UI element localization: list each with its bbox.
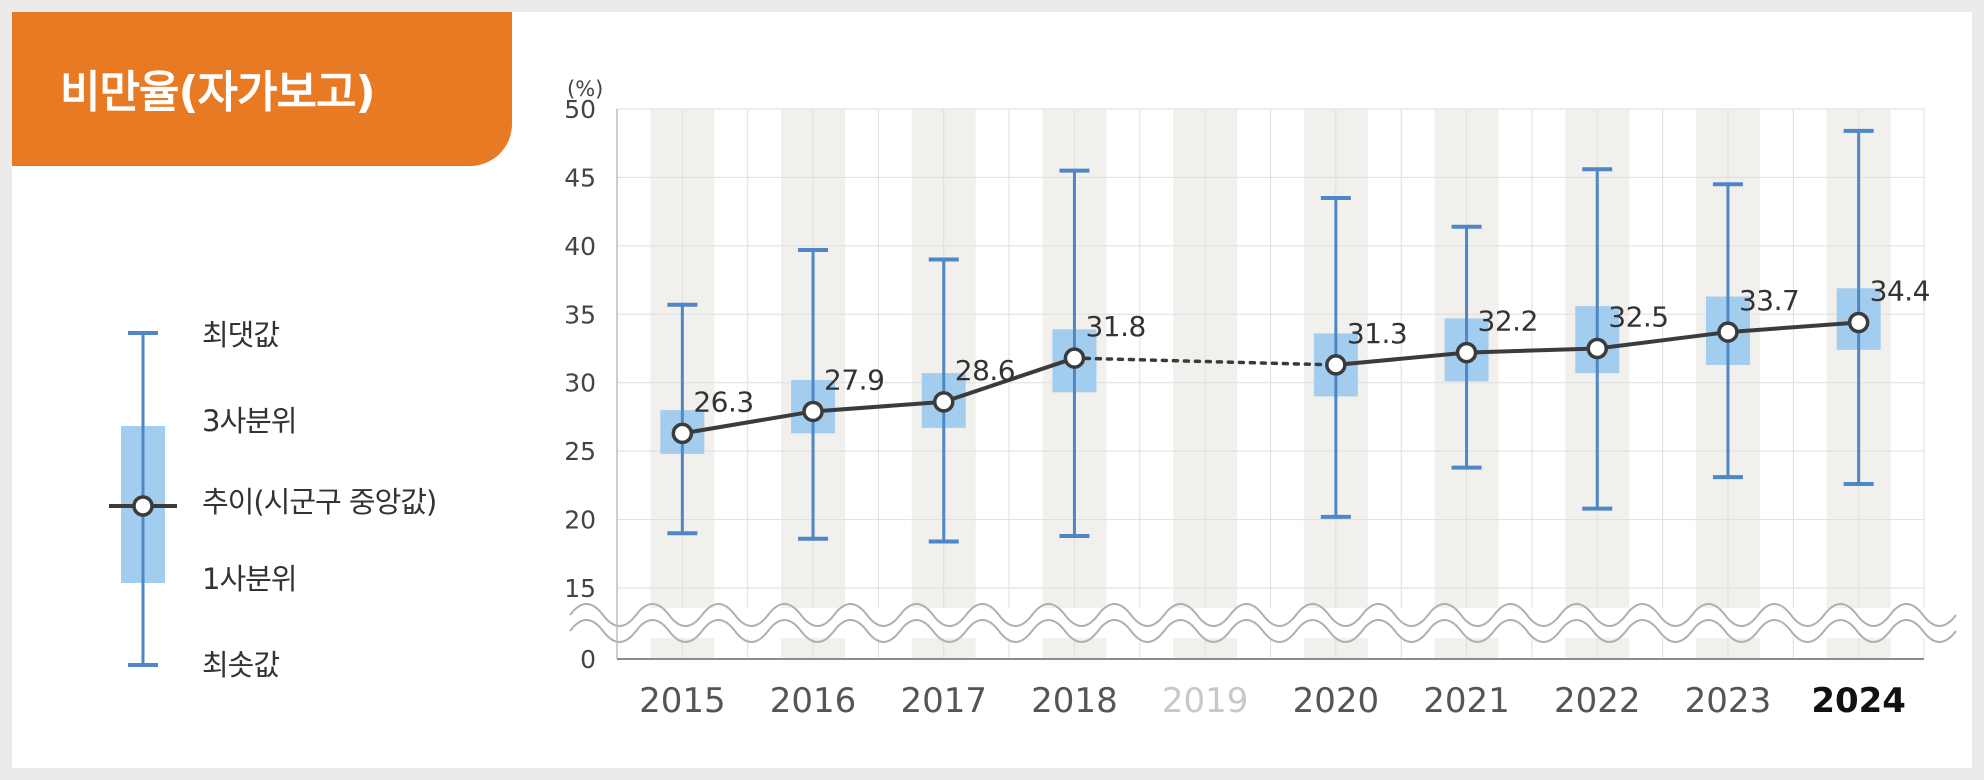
- axis-break: [569, 603, 1957, 643]
- trend-segment: [1335, 350, 1467, 367]
- x-tick-label: 2015: [639, 681, 726, 721]
- median-value-label: 31.3: [1347, 317, 1407, 350]
- chart-title: 비만율(자가보고): [60, 67, 376, 118]
- median-value-label: 32.5: [1608, 301, 1668, 334]
- y-tick-label: 20: [564, 506, 596, 535]
- trend-segment: [812, 399, 944, 414]
- y-tick-label: 45: [564, 163, 596, 192]
- axis-break-wave-upper: [569, 603, 1957, 627]
- x-tick-label: 2016: [770, 681, 857, 721]
- trend-segment: [1597, 330, 1729, 351]
- y-tick-label: 15: [564, 574, 596, 603]
- median-marker: [1325, 354, 1347, 376]
- x-tick-label: 2019: [1162, 681, 1249, 721]
- median-value-label: 28.6: [955, 354, 1015, 387]
- median-value-label: 26.3: [693, 385, 753, 418]
- trend-segment: [682, 409, 814, 436]
- chart-card: 비만율(자가보고) 최댓값 3사분위 추이(시군구 중앙값) 1사분위 최솟값 …: [12, 12, 1972, 768]
- x-tick-label: 2020: [1293, 681, 1380, 721]
- x-tick-label: 2024: [1811, 681, 1906, 721]
- title-tab: 비만율(자가보고): [12, 12, 512, 166]
- y-tick-labels: 0 15 20 25 30 35 40 45 50: [564, 95, 596, 674]
- y-tick-label: 35: [564, 300, 596, 329]
- x-tick-label: 2023: [1685, 681, 1772, 721]
- median-marker: [1717, 321, 1739, 343]
- x-tick-labels: 2015 2016 2017 2018 2019 2020 2021 2022 2023 2024: [639, 681, 1906, 721]
- legend-min-label: 최솟값: [202, 648, 280, 682]
- median-value-label: 33.7: [1739, 284, 1799, 317]
- x-tick-label: 2018: [1031, 681, 1118, 721]
- axis-break-wave-lower: [569, 619, 1957, 643]
- y-tick-label: 0: [580, 645, 596, 674]
- trend-segment: [1466, 346, 1598, 355]
- x-tick-label: 2021: [1423, 681, 1510, 721]
- x-tick-label: 2022: [1554, 681, 1641, 721]
- median-marker: [802, 400, 824, 423]
- legend-q3-label: 3사분위: [202, 404, 297, 438]
- median-value-label: 31.8: [1085, 310, 1145, 343]
- legend-trend-marker: [132, 495, 154, 517]
- y-tick-label: 50: [564, 95, 596, 124]
- median-markers: 26.3 27.9 28.6 31.8 31.3 32.2 32.5 33.7 34.4: [671, 274, 1930, 445]
- median-marker: [671, 422, 694, 445]
- median-marker: [1063, 347, 1086, 369]
- legend-q1-label: 1사분위: [202, 562, 297, 596]
- legend-max-label: 최댓값: [202, 318, 280, 352]
- y-tick-label: 25: [564, 437, 596, 466]
- trend-segment: [1727, 320, 1859, 335]
- median-value-label: 27.9: [824, 363, 884, 396]
- median-value-label: 32.2: [1478, 305, 1538, 338]
- legend-graphic: [109, 331, 177, 667]
- y-tick-label: 40: [564, 232, 596, 261]
- trend-segment: [943, 356, 1076, 404]
- trend-gap-connector: [1072, 356, 1338, 367]
- trend-line: [682, 320, 1859, 436]
- median-marker: [1455, 341, 1478, 364]
- y-unit-label: (%): [567, 77, 603, 101]
- median-marker: [1586, 337, 1608, 360]
- legend-trend-label: 추이(시군구 중앙값): [202, 485, 437, 519]
- x-tick-label: 2017: [900, 681, 987, 721]
- median-marker: [933, 391, 955, 413]
- box-trend-chart: 0 15 20 25 30 35 40 45 50(%) 26.3 27.9 28.6 31.8 31.3…: [564, 77, 1957, 721]
- y-tick-label: 30: [564, 369, 596, 398]
- median-marker: [1847, 311, 1870, 334]
- median-value-label: 34.4: [1870, 274, 1930, 307]
- axis-break-mask: [570, 608, 1936, 638]
